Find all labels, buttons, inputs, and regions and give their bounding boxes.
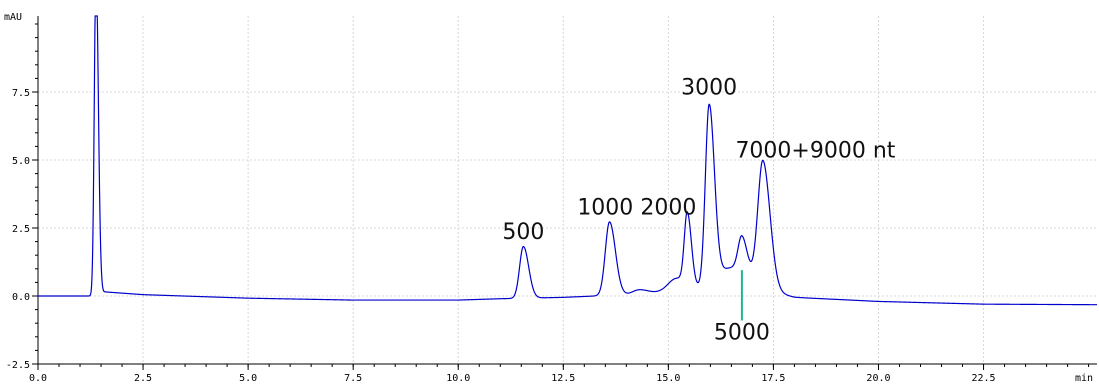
peak-annotation-label: 500 (502, 220, 544, 245)
y-tick-label: 7.5 (12, 88, 30, 99)
x-tick-label: 0.0 (29, 373, 47, 384)
x-tick-label: 7.5 (344, 373, 362, 384)
peak-annotation-label: 7000+9000 nt (735, 138, 895, 163)
x-tick-label: 20.0 (866, 373, 890, 384)
axes (37, 16, 1097, 365)
y-axis-unit-label: mAU (4, 12, 22, 23)
peak-annotation-label: 5000 (714, 321, 770, 346)
x-tick-label: 15.0 (656, 373, 680, 384)
y-tick-label: 0.0 (12, 292, 30, 303)
y-tick-label: 2.5 (12, 224, 30, 235)
x-tick-label: 10.0 (446, 373, 470, 384)
peak-annotation-label: 1000 (577, 195, 633, 220)
x-tick-label: 5.0 (239, 373, 257, 384)
peak-annotations: 500 1000 2000 3000 7000+9000 nt 5000 (502, 76, 895, 346)
grid-lines (38, 16, 1097, 365)
x-axis-unit-label: min (1075, 373, 1093, 384)
chromatogram-trace (38, 15, 1097, 306)
x-tick-label: 17.5 (761, 373, 785, 384)
x-tick-label: 2.5 (134, 373, 152, 384)
peak-annotation-label: 3000 (681, 76, 737, 101)
series-layer (38, 15, 1097, 306)
x-axis-ticks: 0.0 2.5 5.0 7.5 10.0 12.5 15.0 17.5 20.0 22.5 (29, 364, 1090, 384)
x-tick-label: 12.5 (551, 373, 575, 384)
x-tick-label: 22.5 (971, 373, 995, 384)
y-tick-label: 5.0 (12, 156, 30, 167)
y-tick-label: -2.5 (6, 360, 30, 371)
y-axis-ticks: -2.5 0.0 2.5 5.0 7.5 (6, 23, 38, 371)
peak-annotation-label: 2000 (640, 195, 696, 220)
